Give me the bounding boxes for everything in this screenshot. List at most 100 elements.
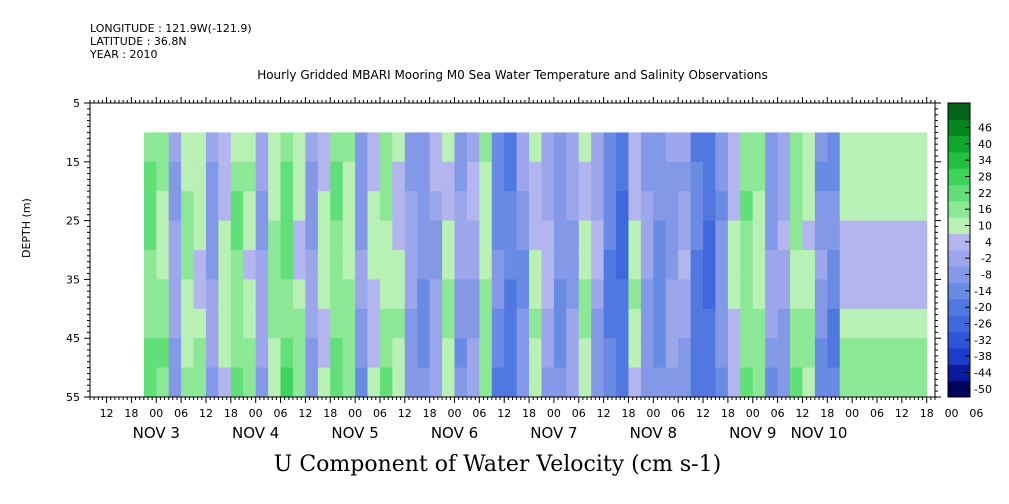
y-tick-label: 15 xyxy=(66,156,80,169)
heatmap-cell xyxy=(330,279,344,310)
heatmap-cell xyxy=(355,338,369,369)
heatmap-cell xyxy=(653,308,667,339)
heatmap-cell xyxy=(616,250,629,280)
heatmap-cell xyxy=(640,191,654,222)
heatmap-cell xyxy=(665,161,679,192)
heatmap-cell xyxy=(665,132,679,163)
heatmap-cell xyxy=(218,338,232,369)
heatmap-cell xyxy=(479,279,493,310)
heatmap-cell xyxy=(516,279,530,310)
heatmap-cell xyxy=(429,367,443,398)
heatmap-cell xyxy=(616,161,629,192)
heatmap-cell xyxy=(355,250,369,280)
heatmap-cell xyxy=(317,132,331,163)
heatmap-cell xyxy=(678,191,692,222)
heatmap-cell xyxy=(292,338,306,369)
heatmap-cell xyxy=(243,338,257,369)
heatmap-cell xyxy=(790,250,803,280)
heatmap-cell xyxy=(305,191,319,222)
heatmap-cell xyxy=(566,279,580,310)
heatmap-cell xyxy=(727,279,741,310)
heatmap-cell xyxy=(330,250,344,280)
heatmap-cell xyxy=(143,250,157,280)
heatmap-cell xyxy=(305,367,319,398)
heatmap-cell xyxy=(168,367,182,398)
heatmap-cell xyxy=(491,279,505,310)
heatmap-cell xyxy=(727,308,741,339)
heatmap-cell xyxy=(367,279,381,310)
heatmap-cell xyxy=(640,279,654,310)
colorbar-label: -50 xyxy=(974,383,992,396)
heatmap-cell xyxy=(193,338,207,369)
heatmap-cell xyxy=(218,132,232,163)
heatmap-cell xyxy=(379,338,393,369)
heatmap-cell xyxy=(603,367,617,398)
heatmap-cell xyxy=(553,279,567,310)
heatmap-cell xyxy=(703,191,716,222)
heatmap-cell xyxy=(715,308,729,339)
heatmap-cell xyxy=(665,367,679,398)
heatmap-cell xyxy=(330,220,344,251)
heatmap-cell xyxy=(802,161,816,192)
heatmap-cell xyxy=(765,132,779,163)
heatmap-cell xyxy=(479,367,493,398)
heatmap-cell xyxy=(740,191,754,222)
heatmap-cell xyxy=(777,338,791,369)
heatmap-cell xyxy=(442,250,456,280)
heatmap-cell xyxy=(181,161,195,192)
heatmap-cell xyxy=(355,191,369,222)
heatmap-cell xyxy=(181,338,195,369)
heatmap-cell xyxy=(827,338,841,369)
heatmap-cell xyxy=(205,338,219,369)
longitude-label: LONGITUDE : 121.9W(-121.9) xyxy=(90,22,252,35)
heatmap-cell xyxy=(355,220,369,251)
heatmap-cell xyxy=(777,367,791,398)
heatmap-cell xyxy=(591,279,605,310)
heatmap-cell xyxy=(466,338,480,369)
x-axis-label: U Component of Water Velocity (cm s-1) xyxy=(273,452,722,477)
heatmap-cell xyxy=(268,279,282,310)
heatmap-cell xyxy=(790,308,803,339)
heatmap-cell xyxy=(466,308,480,339)
heatmap-cell xyxy=(330,338,344,369)
y-tick-label: 25 xyxy=(66,215,80,228)
colorbar-swatch xyxy=(948,135,970,153)
heatmap-cell xyxy=(355,308,369,339)
heatmap-cell xyxy=(678,308,692,339)
heatmap-cell xyxy=(715,367,729,398)
heatmap-cell xyxy=(442,132,456,163)
heatmap-cell xyxy=(280,191,294,222)
heatmap-cell xyxy=(466,161,480,192)
heatmap-cell xyxy=(678,161,692,192)
x-tick-label: 12 xyxy=(298,407,312,420)
x-day-label: NOV 8 xyxy=(630,424,677,442)
heatmap-cell xyxy=(752,191,766,222)
heatmap-cell xyxy=(715,220,729,251)
heatmap-cell xyxy=(404,308,418,339)
heatmap-cell xyxy=(292,132,306,163)
heatmap-cell xyxy=(827,132,841,163)
heatmap-cell xyxy=(280,279,294,310)
x-tick-label: 00 xyxy=(149,407,163,420)
colorbar-swatch xyxy=(948,315,970,333)
x-tick-label: 06 xyxy=(373,407,387,420)
colorbar-swatch xyxy=(948,184,970,202)
heatmap-cell xyxy=(790,367,803,398)
heatmap-cell xyxy=(454,308,468,339)
heatmap-cell xyxy=(379,250,393,280)
heatmap-cell xyxy=(653,220,667,251)
heatmap-cell xyxy=(591,161,605,192)
heatmap-cell xyxy=(156,308,170,339)
heatmap-cell xyxy=(529,220,542,251)
heatmap-cell xyxy=(814,220,828,251)
heatmap-cell xyxy=(628,338,642,369)
heatmap-cell xyxy=(777,220,791,251)
x-day-label: NOV 4 xyxy=(232,424,279,442)
heatmap-cell xyxy=(367,191,381,222)
heatmap-cell xyxy=(193,161,207,192)
heatmap-cell xyxy=(603,279,617,310)
heatmap-cell xyxy=(752,279,766,310)
heatmap-cell xyxy=(280,338,294,369)
heatmap-cell xyxy=(814,132,828,163)
heatmap-cell xyxy=(392,308,406,339)
